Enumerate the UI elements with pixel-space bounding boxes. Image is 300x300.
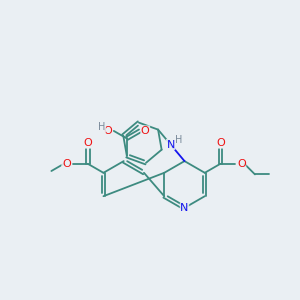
Text: N: N (167, 140, 175, 150)
Text: O: O (217, 138, 225, 148)
Text: H: H (98, 122, 106, 132)
Text: H: H (175, 135, 183, 145)
Text: O: O (62, 159, 70, 169)
Text: O: O (83, 138, 92, 148)
Text: O: O (237, 159, 246, 169)
Text: N: N (180, 203, 189, 213)
Text: O: O (141, 126, 150, 136)
Text: O: O (103, 126, 112, 136)
